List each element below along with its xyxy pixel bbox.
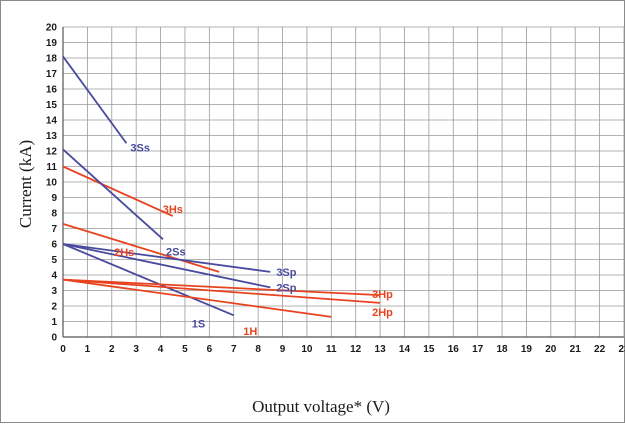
series-line-2ss	[62, 148, 164, 241]
series-line-2hp	[62, 278, 381, 304]
series-label-3hs: 3Hs	[163, 204, 183, 216]
x-tick-label: 16	[448, 344, 460, 355]
y-tick-label: 16	[46, 85, 58, 96]
series-label-2ss: 2Ss	[166, 246, 186, 258]
y-tick-label: 18	[46, 54, 58, 65]
x-tick-labels: 01234567891011121314151617181920212223	[60, 344, 625, 355]
x-tick-label: 3	[133, 344, 139, 355]
y-tick-label: 12	[46, 147, 58, 158]
series-label-2sp: 2Sp	[276, 282, 296, 294]
series-line-3hp	[62, 278, 381, 297]
y-tick-label: 17	[46, 69, 58, 80]
x-tick-label: 15	[423, 344, 435, 355]
y-tick-label: 11	[46, 162, 57, 173]
x-tick-label: 6	[207, 344, 213, 355]
y-tick-label: 20	[46, 23, 58, 34]
x-tick-label: 18	[496, 344, 508, 355]
series-line-3sp	[62, 243, 271, 273]
series-label-2hs: 2Hs	[114, 247, 134, 259]
x-tick-label: 23	[618, 344, 625, 355]
x-tick-label: 14	[399, 344, 411, 355]
x-axis-label: Output voltage* (V)	[252, 397, 390, 416]
x-tick-label: 5	[182, 344, 188, 355]
y-tick-label: 6	[51, 240, 57, 251]
series-label-1h: 1H	[243, 326, 257, 338]
y-tick-label: 10	[46, 178, 58, 189]
y-tick-label: 15	[46, 100, 58, 111]
series-label-3ss: 3Ss	[130, 142, 150, 154]
series-labels: 3Ss 3Hs 2Ss 2Hs 3Sp 2Sp 1S 3Hp 2Hp 1H	[114, 142, 393, 338]
x-tick-label: 22	[594, 344, 606, 355]
x-tick-label: 9	[280, 344, 286, 355]
x-tick-label: 19	[521, 344, 533, 355]
x-tick-label: 12	[350, 344, 362, 355]
x-tick-label: 17	[472, 344, 484, 355]
x-tick-label: 1	[85, 344, 91, 355]
x-tick-label: 8	[255, 344, 261, 355]
series-label-3sp: 3Sp	[276, 267, 296, 279]
y-tick-label: 19	[46, 38, 58, 49]
series-line-1s	[62, 243, 235, 317]
x-tick-label: 21	[570, 344, 582, 355]
grid	[62, 26, 625, 338]
y-tick-label: 3	[51, 286, 57, 297]
y-tick-label: 9	[51, 193, 57, 204]
series-line-2hs	[62, 222, 220, 273]
x-tick-label: 11	[326, 344, 337, 355]
x-tick-label: 13	[375, 344, 387, 355]
y-tick-label: 0	[51, 333, 57, 344]
series-line-3ss	[62, 55, 128, 144]
y-tick-label: 13	[46, 131, 58, 142]
series-label-1s: 1S	[192, 318, 205, 330]
y-axis-label: Current (kA)	[16, 140, 35, 228]
series-label-2hp: 2Hp	[372, 307, 393, 319]
y-tick-label: 4	[51, 271, 57, 282]
x-tick-label: 10	[301, 344, 313, 355]
x-tick-label: 7	[231, 344, 237, 355]
x-tick-label: 0	[60, 344, 66, 355]
y-tick-label: 14	[46, 116, 58, 127]
x-tick-label: 4	[158, 344, 164, 355]
series-line-1h	[62, 278, 332, 318]
y-tick-label: 2	[51, 302, 57, 313]
y-tick-label: 7	[51, 224, 57, 235]
series-line-2sp	[62, 243, 271, 289]
series-lines	[62, 55, 381, 318]
series-label-3hp: 3Hp	[372, 289, 393, 301]
x-tick-label: 2	[109, 344, 115, 355]
y-tick-label: 8	[51, 209, 57, 220]
y-tick-label: 5	[51, 255, 57, 266]
series-line-3hs	[62, 165, 174, 217]
x-tick-label: 20	[545, 344, 557, 355]
y-tick-label: 1	[51, 317, 57, 328]
